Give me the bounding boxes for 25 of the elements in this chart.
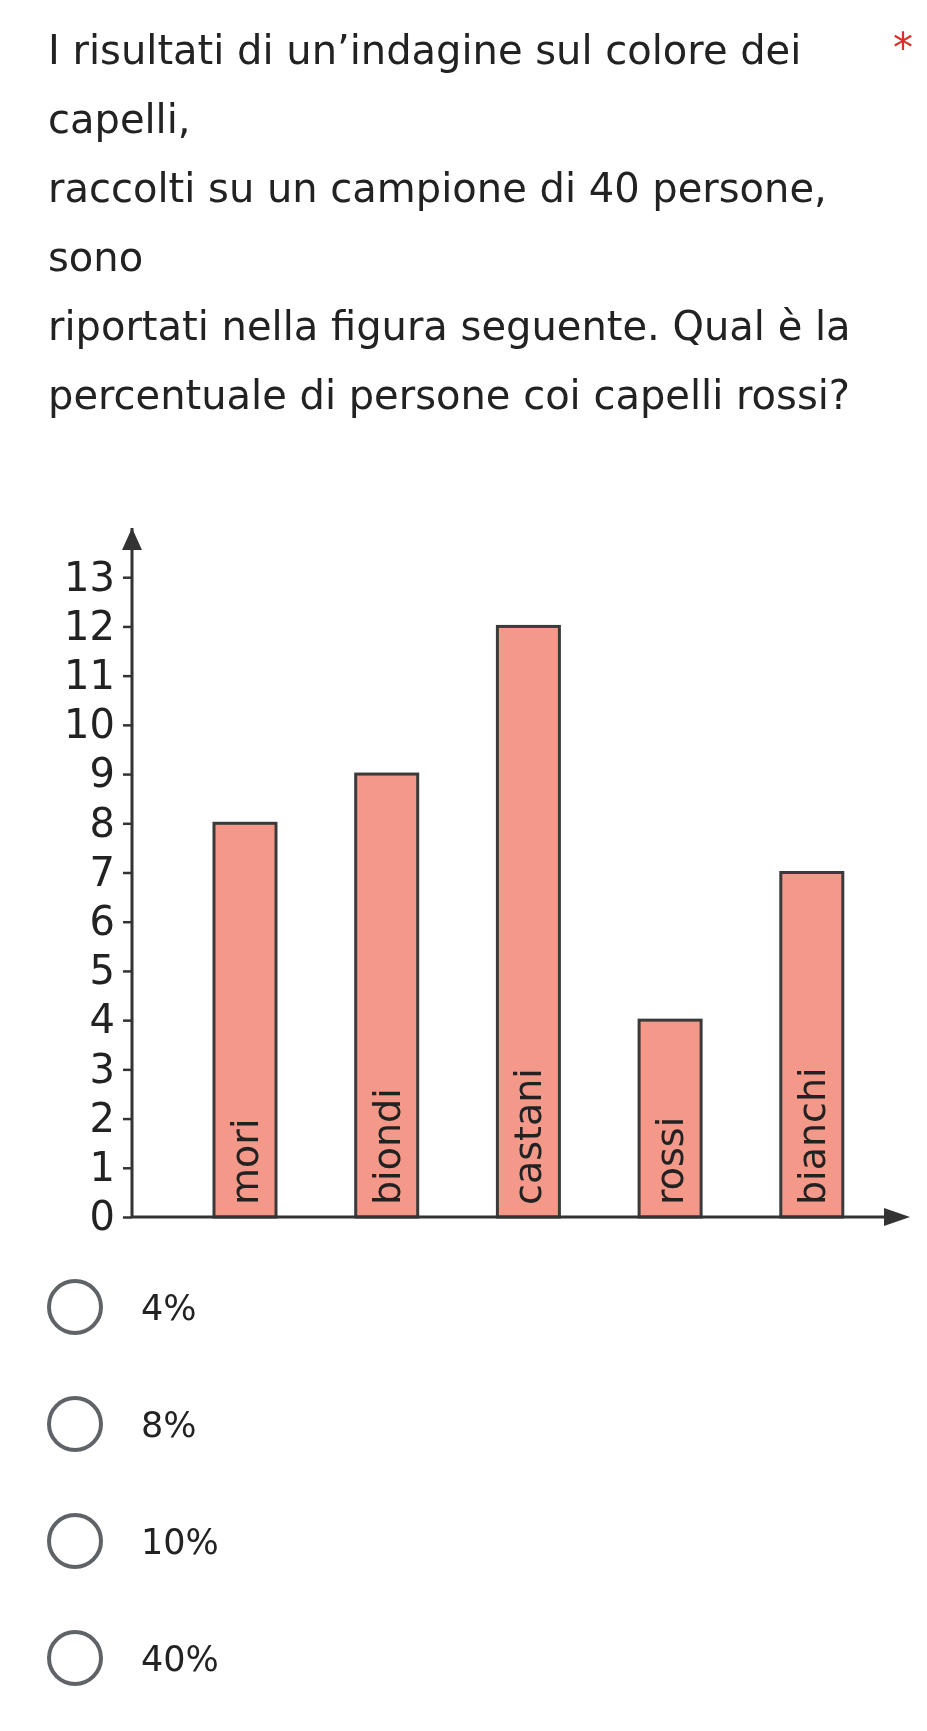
text: 8%: [141, 1404, 197, 1445]
y-tick-label: 5: [89, 947, 115, 994]
y-tick-label: 2: [89, 1094, 115, 1141]
text: 40%: [141, 1638, 219, 1679]
y-tick-label: 3: [89, 1045, 115, 1092]
x-tick-label: rossi: [648, 1116, 693, 1205]
y-tick-label: 12: [64, 602, 115, 649]
x-tick-label: castani: [506, 1068, 551, 1205]
y-tick-label: 4: [89, 996, 115, 1043]
x-tick-label: bianchi: [789, 1067, 834, 1205]
text: 10%: [141, 1521, 219, 1562]
text: *: [893, 25, 913, 71]
y-tick-label: 0: [89, 1193, 115, 1240]
y-tick-label: 11: [64, 651, 115, 698]
y-tick-label: 6: [89, 898, 115, 945]
y-tick-label: 1: [89, 1144, 115, 1191]
y-tick-label: 10: [64, 701, 115, 748]
y-tick-label: 13: [64, 553, 115, 600]
x-tick-label: biondi: [364, 1088, 409, 1205]
chart-title: I risultati di un’indagine sul colore dei capelli, raccolti su un campione di 40 persone, sono riportati nella figura seguente. Qual è la percentuale di persone coi capelli rossi?: [48, 27, 851, 418]
y-tick-label: 7: [89, 848, 115, 895]
x-tick-label: mori: [223, 1118, 267, 1205]
y-tick-label: 9: [89, 750, 115, 797]
text: 4%: [141, 1287, 197, 1328]
y-tick-label: 8: [89, 799, 115, 846]
